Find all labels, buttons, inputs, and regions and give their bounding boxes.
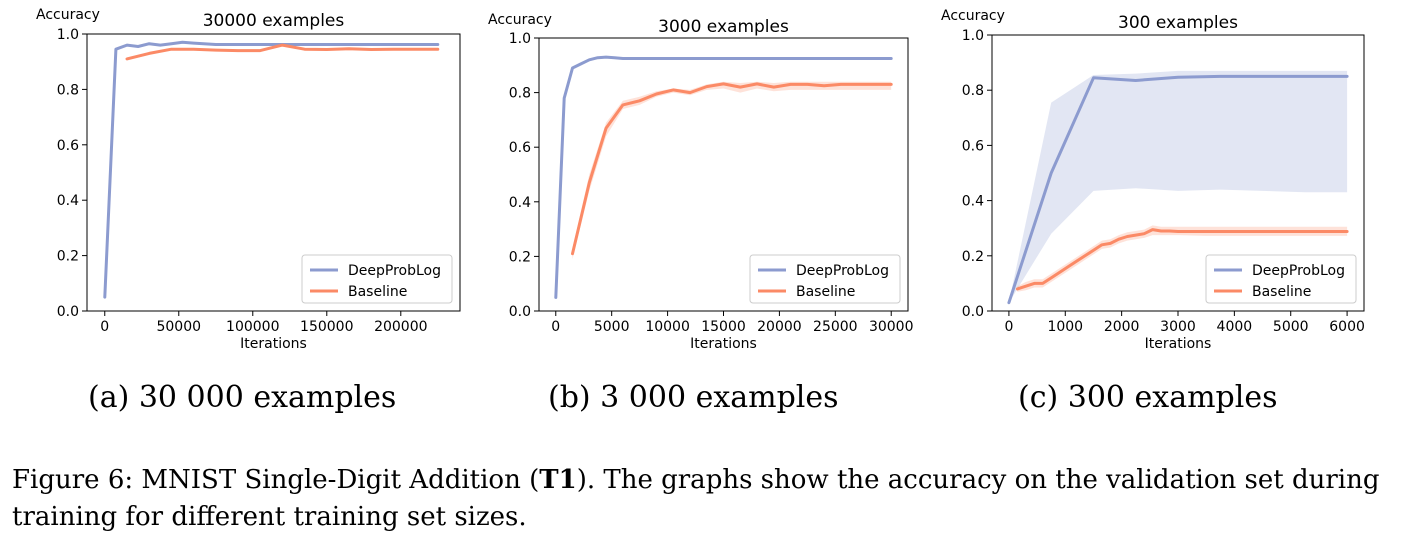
- caption-bold: T1: [539, 465, 577, 495]
- y-tick-label: 0.0: [509, 304, 531, 320]
- x-tick-label: 20000: [757, 319, 802, 335]
- chart-panel-1: 0.0 0.2 0.4 0.6 0.8 1.0 0 50000 100000 150000 2000…: [36, 7, 461, 352]
- y-tick-label: 0.0: [962, 304, 984, 320]
- x-tick-label: 200000: [374, 319, 427, 335]
- y-tick-label: 0.0: [57, 304, 79, 320]
- x-tick-label: 3000: [1160, 319, 1196, 335]
- y-axis-label: Accuracy: [941, 8, 1005, 24]
- legend-box: [1205, 254, 1357, 304]
- legend-entry: Baseline: [796, 284, 855, 300]
- x-tick-label: 2000: [1104, 319, 1140, 335]
- legend-box: [301, 254, 453, 304]
- confidence-band: [1008, 70, 1348, 303]
- legend-entry: Baseline: [348, 284, 407, 300]
- legend: DeepProbLog Baseline: [1205, 254, 1357, 304]
- y-tick-label: 0.6: [509, 140, 531, 156]
- legend: DeepProbLog Baseline: [301, 254, 453, 304]
- y-axis-label: Accuracy: [36, 7, 100, 23]
- series-line-baseline: [125, 43, 440, 61]
- chart-panel-2: 0.0 0.2 0.4 0.6 0.8 1.0 0 5000 10000 15000 20000 25…: [488, 12, 914, 352]
- x-tick-label: 25000: [813, 319, 858, 335]
- x-tick-label: 5000: [1273, 319, 1309, 335]
- series-line-deepproblog: [103, 40, 440, 299]
- legend-entry: DeepProbLog: [1252, 263, 1345, 279]
- legend-box: [749, 254, 901, 304]
- x-tick-label: 150000: [300, 319, 353, 335]
- y-tick-label: 0.4: [509, 195, 531, 211]
- x-tick-label: 30000: [869, 319, 914, 335]
- x-tick-label: 100000: [226, 319, 279, 335]
- x-axis-label: Iterations: [240, 336, 307, 352]
- x-axis-label: Iterations: [690, 336, 757, 352]
- x-tick-label: 10000: [645, 319, 690, 335]
- chart-title: 3000 examples: [658, 17, 789, 37]
- figure-panels: 0.00.20.40.60.81.00 50000 100000 150000 2000…: [36, 7, 1365, 352]
- y-tick-label: 0.4: [962, 194, 984, 210]
- y-tick-label: 1.0: [962, 28, 984, 44]
- x-tick-label: 6000: [1329, 319, 1365, 335]
- series-line-baseline: [1015, 228, 1349, 291]
- y-tick-label: 1.0: [57, 27, 79, 43]
- figure-caption: Figure 6: MNIST Single-Digit Addition (T…: [12, 462, 1397, 536]
- legend-entry: DeepProbLog: [348, 263, 441, 279]
- series-line-deepproblog: [1007, 74, 1349, 305]
- y-tick-label: 0.8: [57, 82, 79, 98]
- chart-title: 300 examples: [1118, 13, 1238, 33]
- plot-frame: [86, 33, 461, 312]
- legend: DeepProbLog Baseline: [749, 254, 901, 304]
- y-tick-label: 0.4: [57, 193, 79, 209]
- y-tick-label: 0.2: [962, 249, 984, 265]
- x-tick-label: 4000: [1217, 319, 1253, 335]
- x-tick-label: 1000: [1047, 319, 1083, 335]
- y-tick-label: 0.6: [962, 138, 984, 154]
- legend-entry: Baseline: [1252, 284, 1311, 300]
- subcaption-a: (a) 30 000 examples: [88, 380, 397, 415]
- confidence-band: [1017, 225, 1348, 292]
- x-tick-label: 50000: [156, 319, 201, 335]
- series-line-baseline: [571, 82, 893, 256]
- chart-title: 30000 examples: [203, 11, 345, 31]
- y-axis-label: Accuracy: [488, 12, 552, 28]
- y-tick-label: 0.8: [509, 86, 531, 102]
- x-tick-label: 15000: [701, 319, 746, 335]
- subcaption-c: (c) 300 examples: [1018, 380, 1278, 415]
- y-tick-label: 0.6: [57, 138, 79, 154]
- x-axis-label: Iterations: [1145, 336, 1212, 352]
- x-tick-label: 0: [551, 319, 560, 335]
- legend-entry: DeepProbLog: [796, 263, 889, 279]
- y-tick-label: 0.2: [509, 249, 531, 265]
- chart-panel-3: 0.0 0.2 0.4 0.6 0.8 1.0 0 1000 2000 3000 4000 5000 6…: [941, 8, 1365, 352]
- x-tick-label: 0: [1004, 319, 1013, 335]
- caption-prefix: Figure 6: MNIST Single-Digit Addition (: [12, 465, 540, 495]
- series-line-deepproblog: [554, 55, 893, 299]
- y-tick-label: 1.0: [509, 31, 531, 47]
- x-tick-label: 0: [100, 319, 109, 335]
- subcaption-b: (b) 3 000 examples: [548, 380, 839, 415]
- y-tick-label: 0.8: [962, 83, 984, 99]
- x-tick-label: 5000: [594, 319, 630, 335]
- caption-suffix: ). The graphs show the accuracy on the v…: [12, 465, 1380, 532]
- y-tick-label: 0.2: [57, 249, 79, 265]
